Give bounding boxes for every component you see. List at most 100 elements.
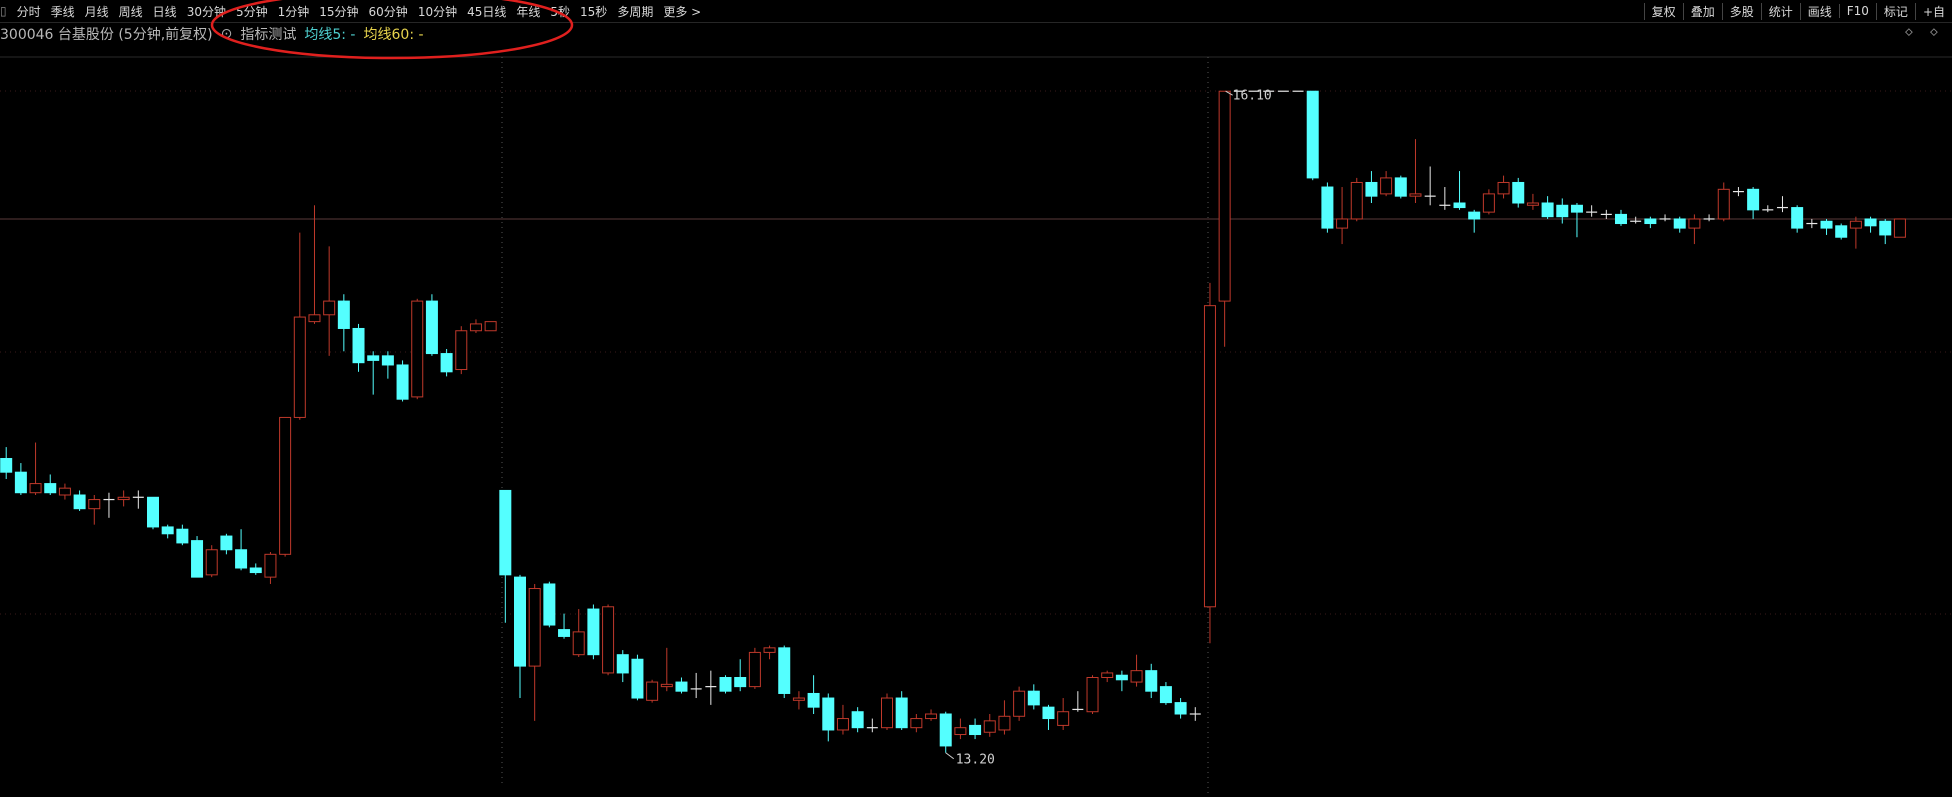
candle-body <box>279 416 292 555</box>
candle-body <box>983 720 996 733</box>
candle-body <box>1350 181 1363 220</box>
candle-body <box>1541 202 1554 218</box>
candle-body <box>1673 218 1686 229</box>
candle-body <box>1306 90 1319 179</box>
tool-button[interactable]: F10 <box>1838 4 1876 18</box>
indicator-icon[interactable]: ⊙ <box>220 26 233 42</box>
candle-body <box>1849 220 1862 229</box>
panel-toggle[interactable]: ▯ <box>0 4 7 18</box>
candle-body <box>1468 211 1481 220</box>
tool-button[interactable]: 多股 <box>1721 2 1761 20</box>
candle-body <box>352 327 365 364</box>
max-label: 16.10 <box>1233 89 1272 104</box>
period-tab[interactable]: 日线 <box>152 4 177 19</box>
candle-body <box>895 697 908 729</box>
period-tab[interactable]: 5分钟 <box>235 4 268 19</box>
period-tab[interactable]: 月线 <box>84 4 109 19</box>
candle-body <box>367 355 380 361</box>
period-tab[interactable]: 60分钟 <box>368 4 408 19</box>
candle-body <box>528 588 541 667</box>
candle-body <box>910 718 923 729</box>
candle-body <box>1130 670 1143 683</box>
period-tab[interactable]: 5秒 <box>550 4 571 19</box>
candle-body <box>455 330 468 371</box>
max-pointer <box>1225 90 1233 96</box>
candle-body <box>1380 177 1393 195</box>
candle-body <box>939 713 952 747</box>
candle-body <box>1556 204 1569 218</box>
candle-body <box>264 553 277 578</box>
indicator-name[interactable]: 指标测试 <box>240 27 297 43</box>
tool-button[interactable]: +自 <box>1914 2 1952 20</box>
security-label: 300046 台基股份 (5分钟,前复权) <box>0 27 213 43</box>
period-tab[interactable]: 15秒 <box>580 4 608 19</box>
candle-body <box>748 651 761 688</box>
min-pointer <box>945 752 955 760</box>
candle-body <box>337 300 350 329</box>
candle-body <box>954 727 967 736</box>
candle-body <box>499 489 512 576</box>
candle-body <box>1115 674 1128 681</box>
min-label: 13.20 <box>956 752 995 767</box>
candle-body <box>1365 181 1378 197</box>
tool-button[interactable]: 复权 <box>1643 2 1683 20</box>
tool-button[interactable]: 画线 <box>1799 2 1839 20</box>
candle-body <box>44 483 57 494</box>
candle-body <box>602 606 615 674</box>
candle-body <box>998 715 1011 731</box>
period-tab[interactable]: 年线 <box>516 4 541 19</box>
candle-body <box>1526 202 1539 206</box>
candle-body <box>1321 186 1334 229</box>
candle-body <box>1394 177 1407 197</box>
tool-button[interactable]: 标记 <box>1875 2 1915 20</box>
tool-buttons: 复权 叠加 多股 统计 画线 F10 标记 +自 <box>1643 0 1952 22</box>
period-tab[interactable]: 季线 <box>50 4 75 19</box>
candle-body <box>440 353 453 373</box>
candle-body <box>807 692 820 708</box>
period-tab[interactable]: 多周期 <box>617 4 654 19</box>
candle-body <box>1820 220 1833 229</box>
ma60-label: 均线60: - <box>363 27 424 43</box>
candle-body <box>73 494 86 510</box>
candle-body <box>734 677 747 688</box>
candle-body <box>117 496 130 501</box>
candle-body <box>1145 670 1158 692</box>
candle-body <box>1644 218 1657 225</box>
period-tab[interactable]: 45日线 <box>467 4 507 19</box>
candle-body <box>469 323 482 332</box>
period-tab[interactable]: 1分钟 <box>277 4 310 19</box>
period-tab[interactable]: 更多 > <box>663 4 702 19</box>
candle-body <box>1615 213 1627 225</box>
candle-body <box>235 549 248 569</box>
candle-body <box>220 535 233 551</box>
candle-body <box>778 647 791 694</box>
candle-body <box>161 526 174 535</box>
candle-body <box>1717 188 1730 220</box>
period-tab[interactable]: 15分钟 <box>319 4 359 19</box>
tool-button[interactable]: 统计 <box>1760 2 1800 20</box>
ma5-label: 均线5: - <box>304 27 356 43</box>
period-tabs: ▯ 分时 季线 月线 周线 日线 30分钟 5分钟 1分钟 15分钟 60分钟 10分钟 45日线 年线 5… <box>0 0 711 22</box>
candle-body <box>308 314 321 323</box>
icon[interactable]: ◇ <box>1905 25 1913 40</box>
period-tab[interactable]: 30分钟 <box>186 4 226 19</box>
candle-body <box>925 713 938 720</box>
period-tab[interactable]: 分时 <box>16 4 41 19</box>
tool-button[interactable]: 叠加 <box>1682 2 1722 20</box>
candle-body <box>88 499 101 510</box>
candle-body <box>1042 706 1055 720</box>
period-tab[interactable]: 10分钟 <box>417 4 458 19</box>
candle-body <box>425 300 438 355</box>
period-tab[interactable]: 周线 <box>118 4 143 19</box>
icon[interactable]: ◇ <box>1930 25 1938 40</box>
candle-body <box>191 540 204 578</box>
candle-body <box>1570 204 1583 213</box>
candle-body <box>0 458 13 473</box>
candle-body <box>1057 711 1070 726</box>
candle-body <box>543 583 556 626</box>
candle-body <box>558 629 571 637</box>
candle-body <box>616 654 629 674</box>
candle-body <box>1893 218 1906 238</box>
candle-body <box>836 718 849 731</box>
